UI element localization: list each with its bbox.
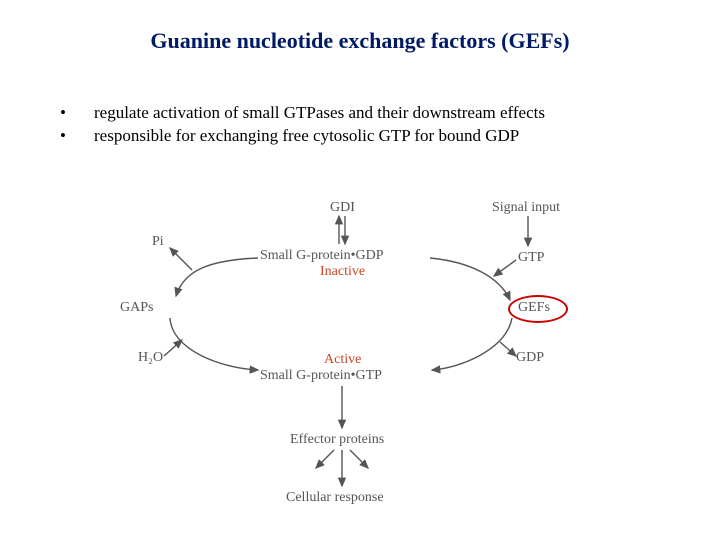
edge-fan_r xyxy=(350,450,368,468)
node-h2o: H₂O xyxy=(138,350,163,365)
node-gdp: GDP xyxy=(516,350,544,365)
bullet-item: •regulate activation of small GTPases an… xyxy=(60,102,660,125)
node-inactive: Inactive xyxy=(320,264,365,279)
node-gdi: GDI xyxy=(330,200,355,215)
bullet-text: responsible for exchanging free cytosoli… xyxy=(94,125,660,148)
edge-cycle_right_bot xyxy=(432,318,512,370)
bullet-item: •responsible for exchanging free cytosol… xyxy=(60,125,660,148)
edge-gdp_out xyxy=(500,342,516,356)
node-sgp_gtp: Small G-protein•GTP xyxy=(260,368,382,383)
edge-cycle_right_top xyxy=(430,258,510,300)
edge-fan_l xyxy=(316,450,334,468)
edge-pi_out xyxy=(170,248,192,270)
bullet-list: •regulate activation of small GTPases an… xyxy=(60,102,660,148)
node-signal: Signal input xyxy=(492,200,560,215)
edge-h2o_in xyxy=(164,340,182,356)
bullet-marker: • xyxy=(60,125,94,148)
bullet-marker: • xyxy=(60,102,94,125)
slide-title: Guanine nucleotide exchange factors (GEF… xyxy=(0,28,720,54)
node-active: Active xyxy=(324,352,361,367)
gef-cycle-diagram: GDI Small G-protein•GDPInactive Pi GAPs H₂O S… xyxy=(120,200,600,510)
node-pi: Pi xyxy=(152,234,164,249)
edge-gtp_in xyxy=(494,260,516,276)
node-effector: Effector proteins xyxy=(290,432,384,447)
bullet-text: regulate activation of small GTPases and… xyxy=(94,102,660,125)
node-sgp_gdp: Small G-protein•GDP xyxy=(260,248,384,263)
node-gtp: GTP xyxy=(518,250,544,265)
node-response: Cellular response xyxy=(286,490,384,505)
node-gaps: GAPs xyxy=(120,300,153,315)
slide: Guanine nucleotide exchange factors (GEF… xyxy=(0,0,720,540)
gefs-highlight-circle xyxy=(508,295,568,323)
edge-cycle_left_bot xyxy=(170,318,258,370)
edge-cycle_left_top xyxy=(176,258,258,296)
